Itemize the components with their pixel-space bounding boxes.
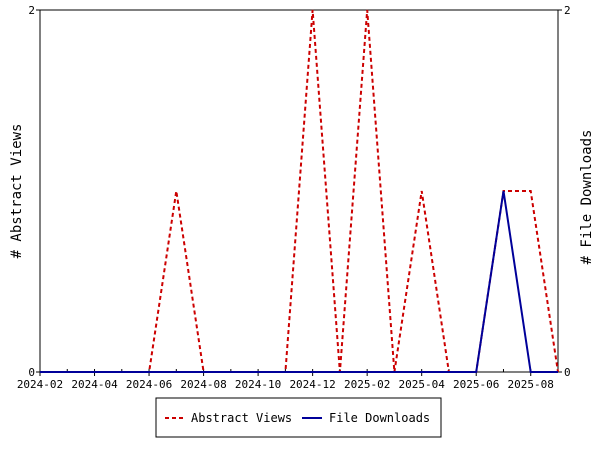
x-tick-label: 2025-04 [399,378,446,391]
x-tick-label: 2025-02 [344,378,390,391]
legend-box [155,397,442,438]
series-line-file-downloads [40,190,558,373]
x-tick-label: 2024-08 [180,378,226,391]
y-axis-left: 02 [28,4,40,379]
legend-label-abstract-views: Abstract Views [191,411,292,425]
y2-tick-label: 0 [564,366,571,379]
y-axis-right: 02 [558,4,571,379]
x-tick-label: 2024-02 [17,378,63,391]
x-tick-label: 2024-04 [71,378,118,391]
y2-axis-title: # File Downloads [579,130,595,265]
x-tick-label: 2024-12 [289,378,335,391]
y-axis-title: # Abstract Views [9,124,25,259]
legend: Abstract Views File Downloads [155,397,442,438]
series-layer [40,9,559,373]
x-tick-label: 2024-06 [126,378,172,391]
x-tick-label: 2025-06 [453,378,499,391]
y-tick-label: 0 [28,366,35,379]
y-tick-label: 2 [28,4,35,17]
legend-label-file-downloads: File Downloads [329,411,430,425]
x-tick-label: 2024-10 [235,378,281,391]
y2-tick-label: 2 [564,4,571,17]
x-tick-label: 2025-08 [508,378,554,391]
